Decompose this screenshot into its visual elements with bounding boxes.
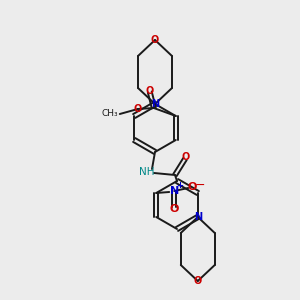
Text: N: N bbox=[194, 212, 202, 222]
Text: N: N bbox=[169, 186, 179, 196]
Text: CH₃: CH₃ bbox=[101, 110, 118, 118]
Text: N: N bbox=[151, 99, 159, 109]
Text: +: + bbox=[176, 182, 183, 190]
Text: NH: NH bbox=[139, 167, 155, 177]
Text: O: O bbox=[194, 276, 202, 286]
Text: O: O bbox=[182, 152, 190, 162]
Text: O: O bbox=[188, 182, 197, 192]
Text: O: O bbox=[134, 104, 142, 114]
Text: O: O bbox=[146, 86, 154, 96]
Text: O: O bbox=[169, 204, 179, 214]
Text: O: O bbox=[151, 35, 159, 45]
Text: −: − bbox=[195, 178, 206, 191]
